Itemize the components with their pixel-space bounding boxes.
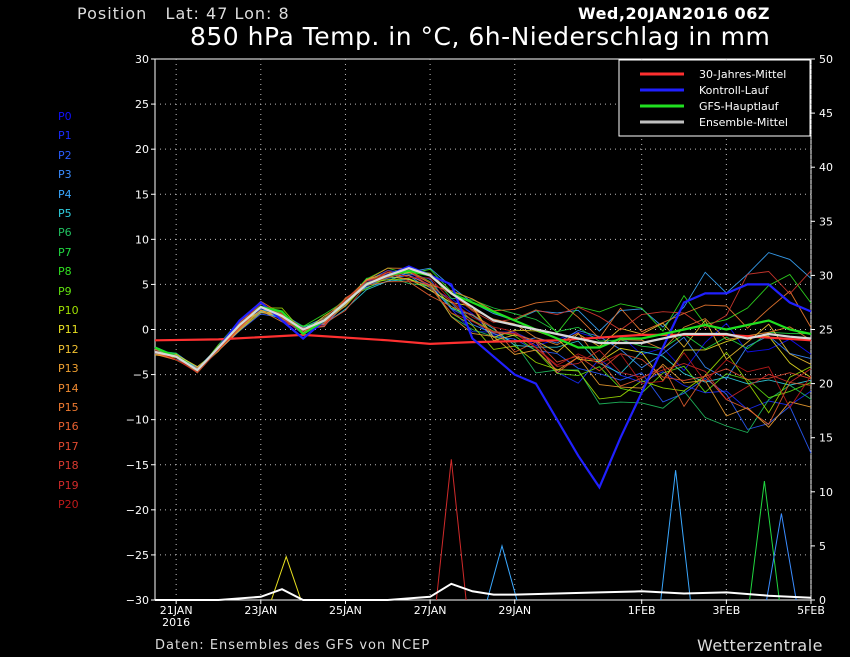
member-label: P17 — [58, 439, 79, 453]
member-label: P14 — [58, 381, 79, 395]
left-tick-label: −20 — [126, 504, 149, 517]
left-tick-label: −5 — [133, 369, 149, 382]
member-label: P3 — [58, 168, 72, 182]
left-tick-label: −10 — [126, 414, 149, 427]
member-label: P13 — [58, 362, 79, 376]
grid — [155, 59, 812, 600]
member-label: P8 — [58, 265, 72, 279]
member-label: P15 — [58, 401, 79, 414]
precip-peak — [749, 480, 780, 601]
legend-label: Ensemble-Mittel — [699, 116, 788, 129]
member-label: P9 — [58, 284, 72, 298]
position-label: Position Lat: 47 Lon: 8 — [77, 4, 290, 23]
right-tick-label: 40 — [819, 161, 833, 174]
member-label: P10 — [58, 304, 79, 317]
series-line — [154, 265, 812, 490]
ensemble-member-line — [154, 270, 812, 409]
member-label: P11 — [58, 323, 79, 337]
right-tick-label: 0 — [819, 594, 826, 607]
left-tick-label: 20 — [135, 143, 149, 156]
right-tick-label: 15 — [819, 432, 833, 445]
precip-peak — [435, 459, 467, 601]
x-tick-label: 21JAN — [160, 604, 193, 617]
precip-mean-line — [155, 582, 812, 601]
left-tick-label: 15 — [135, 188, 149, 201]
legend-label: Kontroll-Lauf — [699, 84, 770, 97]
legend-label: 30-Jahres-Mittel — [699, 68, 786, 81]
right-tick-label: 20 — [819, 378, 833, 391]
right-tick-label: 45 — [819, 107, 833, 120]
right-tick-label: 30 — [819, 269, 833, 282]
left-tick-label: −30 — [126, 594, 149, 607]
legend-label: GFS-Hauptlauf — [699, 100, 780, 113]
x-tick-label: 25JAN — [329, 604, 362, 617]
x-tick-label: 5FEB — [797, 604, 825, 617]
brand: Wetterzentrale — [697, 636, 824, 655]
x-tick-label: 1FEB — [628, 604, 656, 617]
right-tick-label: 25 — [819, 324, 833, 337]
x-tick-label: 27JAN — [414, 604, 447, 617]
series-line — [154, 267, 812, 372]
ensemble-lines — [154, 252, 812, 454]
member-label: P18 — [58, 459, 79, 473]
member-label: P0 — [58, 110, 72, 123]
ensemble-member-line — [154, 274, 812, 369]
main-lines — [154, 265, 812, 490]
x-year-label: 2016 — [162, 616, 190, 629]
ensemble-member-line — [154, 271, 812, 428]
x-tick-label: 29JAN — [498, 604, 531, 617]
left-tick-label: −25 — [126, 549, 149, 562]
right-tick-label: 50 — [819, 53, 833, 66]
ensemble-member-line — [154, 281, 812, 426]
right-tick-label: 10 — [819, 486, 833, 499]
x-axis-ticks: 21JAN 23JAN 25JAN 27JAN 29JAN 1FEB 3FEB 5FEB 201… — [160, 600, 825, 629]
member-label: P12 — [58, 342, 79, 356]
run-date: Wed,20JAN2016 06Z — [578, 4, 770, 23]
member-label: P4 — [58, 187, 72, 201]
left-tick-label: 5 — [142, 278, 149, 291]
member-label: P16 — [58, 420, 79, 434]
x-tick-label: 3FEB — [712, 604, 740, 617]
member-label: P6 — [58, 226, 72, 240]
legend: 30-Jahres-Mittel Kontroll-Lauf GFS-Hauptla… — [618, 59, 811, 137]
precip-peak — [766, 513, 797, 601]
right-tick-label: 35 — [819, 215, 833, 228]
ensemble-member-line — [154, 270, 812, 454]
left-tick-label: 10 — [135, 233, 149, 246]
right-tick-label: 5 — [819, 540, 826, 553]
member-label: P7 — [58, 245, 72, 259]
member-label: P5 — [58, 207, 72, 220]
chart-title: 850 hPa Temp. in °C, 6h-Niederschlag in … — [190, 22, 771, 51]
x-tick-label: 23JAN — [244, 604, 277, 617]
precip-peak — [660, 470, 691, 601]
precip-peak — [486, 544, 518, 601]
member-label: P19 — [58, 478, 79, 492]
left-tick-label: −15 — [126, 459, 149, 472]
precip-lines — [155, 459, 812, 601]
plot-frame — [154, 58, 812, 601]
ensemble-member-line — [154, 276, 812, 434]
member-label: P1 — [58, 129, 72, 143]
precip-peak — [270, 555, 302, 601]
left-tick-label: 30 — [135, 53, 149, 66]
data-source: Daten: Ensembles des GFS von NCEP — [155, 638, 431, 653]
member-label: P2 — [58, 148, 72, 162]
left-tick-label: 25 — [135, 98, 149, 111]
left-tick-label: 0 — [142, 324, 149, 337]
left-axis-ticks: 30 25 20 15 10 5 0 −5 −10 −15 −20 −25 −30 — [126, 53, 155, 607]
member-label: P20 — [58, 498, 79, 511]
